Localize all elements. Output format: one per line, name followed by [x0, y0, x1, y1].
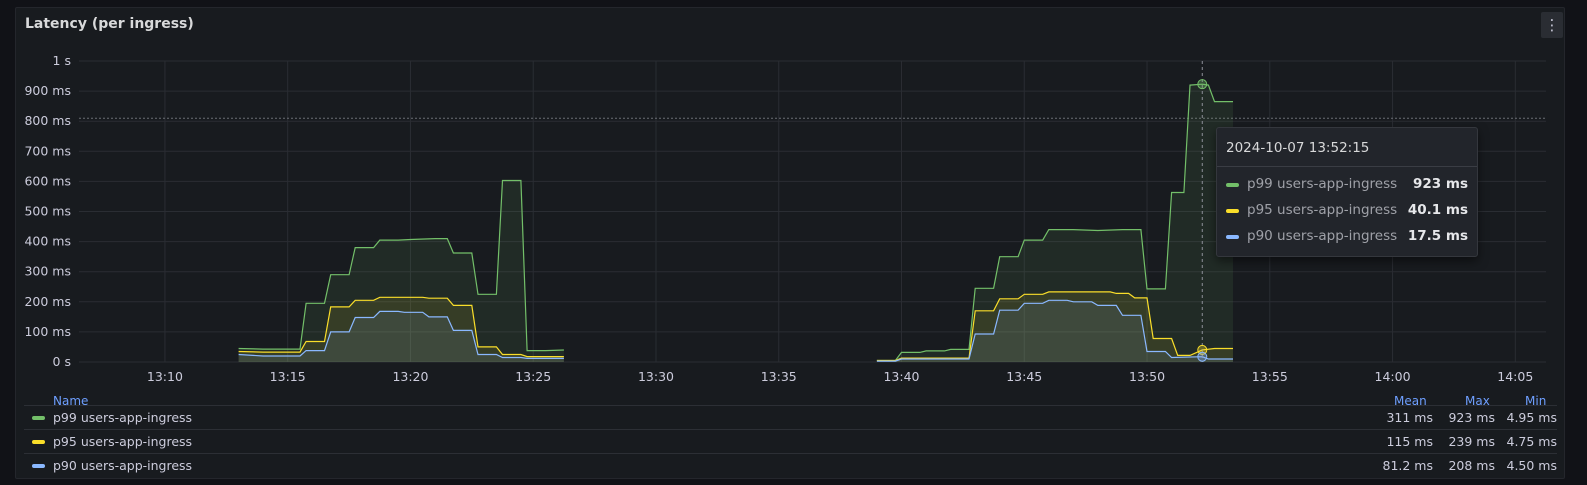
- tooltip-swatch: [1226, 209, 1239, 213]
- x-tick-label: 14:05: [1497, 369, 1533, 384]
- tooltip-swatch: [1226, 235, 1239, 239]
- legend-swatch: [32, 464, 45, 468]
- legend-header-name[interactable]: Name: [53, 394, 89, 408]
- y-tick-label: 200 ms: [24, 294, 71, 309]
- x-tick-label: 13:55: [1252, 369, 1288, 384]
- legend-max: 923 ms: [1448, 410, 1495, 425]
- y-tick-label: 800 ms: [24, 113, 71, 128]
- panel-menu-button[interactable]: ⋮: [1541, 12, 1563, 38]
- tooltip-swatch: [1226, 183, 1239, 187]
- legend-series-name[interactable]: p99 users-app-ingress: [53, 410, 193, 425]
- hover-point-p90: [1197, 351, 1208, 362]
- vertical-dots-icon: ⋮: [1544, 16, 1560, 34]
- tooltip-series-name: p95 users-app-ingress: [1247, 202, 1398, 218]
- x-tick-label: 13:40: [883, 369, 919, 384]
- legend-header-min[interactable]: Min: [1525, 394, 1547, 408]
- legend-series-name[interactable]: p95 users-app-ingress: [53, 434, 193, 449]
- y-tick-label: 900 ms: [24, 83, 71, 98]
- latency-panel: Latency (per ingress) ⋮ 13:10 13:15 13:20 1…: [15, 7, 1565, 479]
- y-tick-label: 600 ms: [24, 173, 71, 188]
- tooltip-row-p99: p99 users-app-ingress 923 ms: [1226, 176, 1468, 196]
- tooltip-series-value: 40.1 ms: [1407, 202, 1468, 218]
- series-line-p99: [238, 179, 564, 352]
- chart-tooltip: 2024-10-07 13:52:15 p99 users-app-ingres…: [1216, 127, 1478, 257]
- hover-point-p95: [1197, 344, 1208, 355]
- legend-mean: 81.2 ms: [1382, 458, 1434, 473]
- tooltip-series-value: 17.5 ms: [1407, 228, 1468, 244]
- legend-min: 4.75 ms: [1506, 434, 1558, 449]
- legend-series-name[interactable]: p90 users-app-ingress: [53, 458, 193, 473]
- legend-row-p95[interactable]: p95 users-app-ingress 115 ms 239 ms 4.75…: [24, 429, 1557, 453]
- latency-chart[interactable]: 13:10 13:15 13:20 13:25 13:30 13:35 13:40 13:45…: [16, 8, 1566, 388]
- y-tick-label: 500 ms: [24, 204, 71, 219]
- series-line-p99: [876, 83, 1233, 362]
- legend-row-p99[interactable]: p99 users-app-ingress 311 ms 923 ms 4.95…: [24, 405, 1557, 429]
- x-tick-label: 13:10: [147, 369, 183, 384]
- tooltip-time: 2024-10-07 13:52:15: [1226, 140, 1370, 156]
- tooltip-row-p95: p95 users-app-ingress 40.1 ms: [1226, 202, 1468, 222]
- legend-header-mean[interactable]: Mean: [1394, 394, 1427, 408]
- x-tick-label: 14:00: [1375, 369, 1411, 384]
- series-area-p90: [238, 311, 564, 362]
- x-tick-label: 13:45: [1006, 369, 1042, 384]
- legend-swatch: [32, 440, 45, 444]
- x-tick-label: 13:30: [638, 369, 674, 384]
- series-line-p95: [876, 291, 1233, 362]
- series-line-p95: [238, 296, 564, 358]
- x-tick-label: 13:25: [515, 369, 551, 384]
- series-area-p90: [876, 300, 1233, 362]
- panel-title: Latency (per ingress): [25, 16, 194, 32]
- x-tick-label: 13:35: [761, 369, 797, 384]
- legend-min: 4.50 ms: [1506, 458, 1558, 473]
- series-area-p95: [876, 291, 1233, 362]
- tooltip-series-name: p90 users-app-ingress: [1247, 228, 1398, 244]
- legend-swatch: [32, 416, 45, 420]
- series-area-p99: [238, 180, 564, 362]
- series-area-p95: [238, 297, 564, 362]
- tooltip-row-p90: p90 users-app-ingress 17.5 ms: [1226, 228, 1468, 248]
- x-tick-label: 13:15: [270, 369, 306, 384]
- series-line-p90: [238, 310, 564, 359]
- x-tick-label: 13:50: [1129, 369, 1165, 384]
- series-area-p99: [876, 84, 1233, 362]
- y-tick-label: 100 ms: [24, 324, 71, 339]
- legend-mean: 311 ms: [1386, 410, 1433, 425]
- legend-header-max[interactable]: Max: [1465, 394, 1490, 408]
- legend-min: 4.95 ms: [1506, 410, 1558, 425]
- series-line-p90: [876, 299, 1233, 362]
- tooltip-divider: [1217, 166, 1477, 167]
- legend-max: 239 ms: [1448, 434, 1495, 449]
- legend-mean: 115 ms: [1386, 434, 1433, 449]
- y-tick-label: 0 s: [53, 354, 71, 369]
- y-tick-label: 300 ms: [24, 264, 71, 279]
- y-tick-label: 1 s: [53, 53, 71, 68]
- tooltip-series-value: 923 ms: [1413, 176, 1468, 192]
- y-tick-label: 400 ms: [24, 234, 71, 249]
- hover-point-p99: [1197, 79, 1208, 90]
- legend-row-p90[interactable]: p90 users-app-ingress 81.2 ms 208 ms 4.5…: [24, 453, 1557, 477]
- x-tick-label: 13:20: [392, 369, 428, 384]
- y-tick-label: 700 ms: [24, 143, 71, 158]
- tooltip-series-name: p99 users-app-ingress: [1247, 176, 1398, 192]
- legend-max: 208 ms: [1448, 458, 1495, 473]
